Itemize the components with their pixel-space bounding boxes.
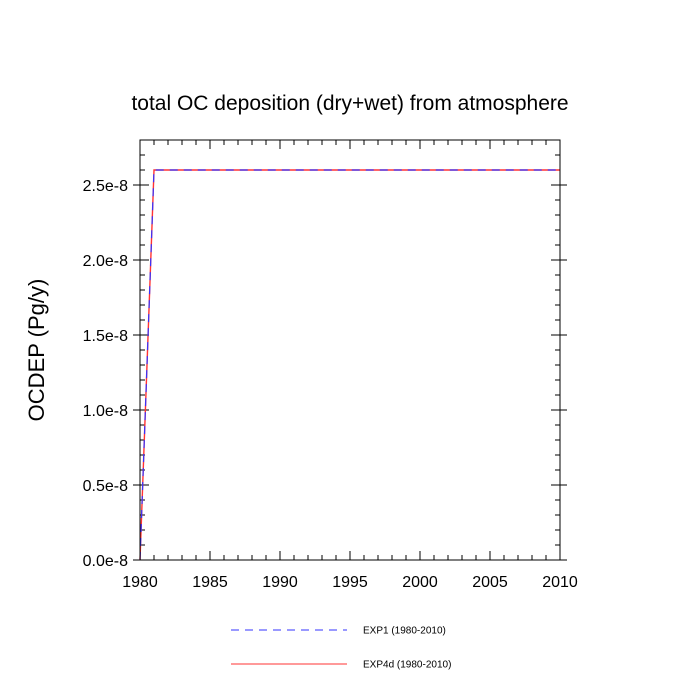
major-ticks xyxy=(133,140,567,561)
y-tick-label: 2.5e-8 xyxy=(83,178,128,195)
plot-frame xyxy=(139,139,561,561)
series-line xyxy=(139,169,560,561)
legend-label: EXP1 (1980-2010) xyxy=(363,626,446,637)
x-tick-label: 2000 xyxy=(402,574,438,591)
chart-title: total OC deposition (dry+wet) from atmos… xyxy=(131,92,568,115)
series-lines xyxy=(139,169,560,561)
y-tick-label: 0.5e-8 xyxy=(83,478,128,495)
minor-ticks xyxy=(140,139,560,560)
legend: EXP1 (1980-2010) EXP4d (1980-2010) xyxy=(231,626,451,671)
tick-labels: 1980 1985 1990 1995 2000 2005 2010 0.0e-8 0.5e-8… xyxy=(83,178,578,591)
y-tick-label: 1.0e-8 xyxy=(83,403,128,420)
series-line xyxy=(139,169,560,561)
x-tick-label: 2005 xyxy=(472,574,508,591)
y-tick-label: 2.0e-8 xyxy=(83,253,128,270)
y-axis-label: OCDEP (Pg/y) xyxy=(24,279,49,422)
y-tick-label: 0.0e-8 xyxy=(83,553,128,570)
x-tick-label: 2010 xyxy=(542,574,578,591)
x-tick-label: 1990 xyxy=(262,574,298,591)
legend-label: EXP4d (1980-2010) xyxy=(363,660,451,671)
x-tick-label: 1980 xyxy=(122,574,158,591)
y-tick-label: 1.5e-8 xyxy=(83,328,128,345)
x-tick-label: 1995 xyxy=(332,574,368,591)
x-tick-label: 1985 xyxy=(192,574,228,591)
